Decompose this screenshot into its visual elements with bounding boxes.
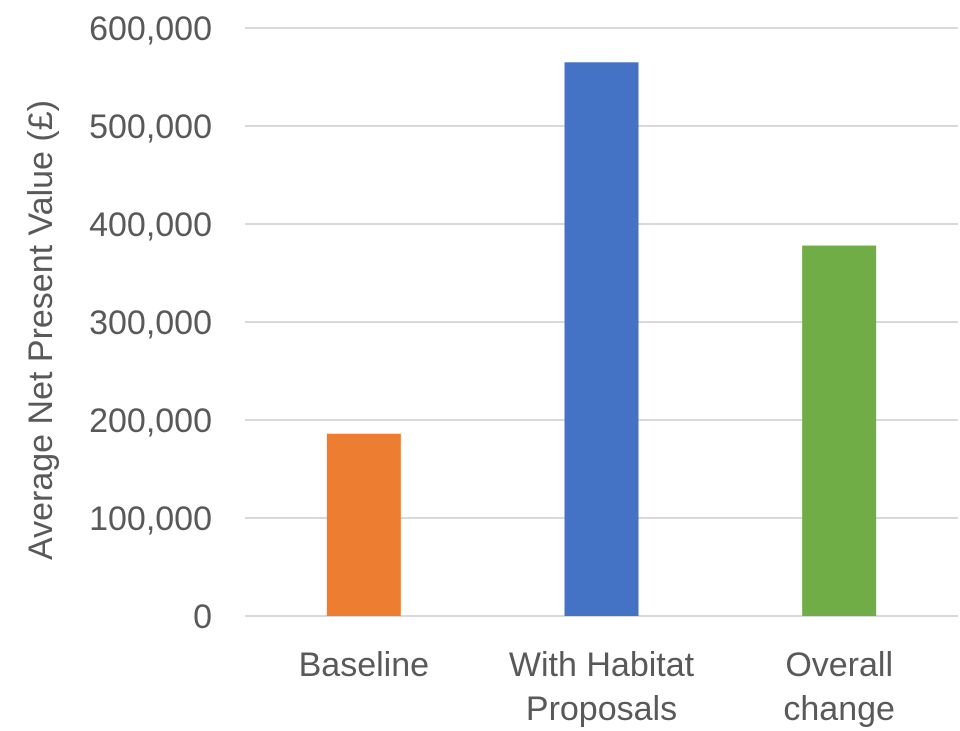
x-category-labels: Baseline With Habitat Proposals Overall chan…: [299, 646, 895, 728]
bar: [564, 62, 639, 617]
y-tick-labels: 0 100,000 200,000 300,000 400,000 500,000 600,…: [89, 10, 212, 636]
y-tick-label: 600,000: [89, 10, 212, 48]
y-tick-label: 100,000: [89, 500, 212, 538]
y-tick-label: 200,000: [89, 402, 212, 440]
bar: [802, 245, 877, 616]
x-category-label: Overall: [785, 646, 893, 684]
y-tick-label: 300,000: [89, 304, 212, 342]
bar: [326, 433, 401, 616]
y-tick-label: 500,000: [89, 108, 212, 146]
bars: [326, 62, 877, 617]
y-tick-label: 400,000: [89, 206, 212, 244]
x-category-label: With Habitat: [509, 646, 695, 684]
x-category-label: change: [783, 690, 895, 728]
x-category-label: Proposals: [526, 690, 677, 728]
x-category-label: Baseline: [299, 646, 429, 684]
y-tick-label: 0: [193, 598, 212, 636]
y-axis-title: Average Net Present Value (£): [22, 100, 60, 560]
